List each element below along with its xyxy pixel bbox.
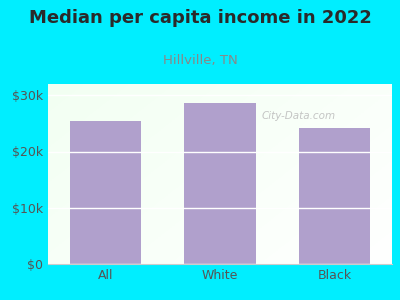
Text: Median per capita income in 2022: Median per capita income in 2022 xyxy=(28,9,372,27)
Bar xyxy=(70,121,141,264)
Bar xyxy=(299,128,370,264)
Text: City-Data.com: City-Data.com xyxy=(262,111,336,122)
Bar xyxy=(184,103,256,264)
Text: Hillville, TN: Hillville, TN xyxy=(163,54,237,67)
